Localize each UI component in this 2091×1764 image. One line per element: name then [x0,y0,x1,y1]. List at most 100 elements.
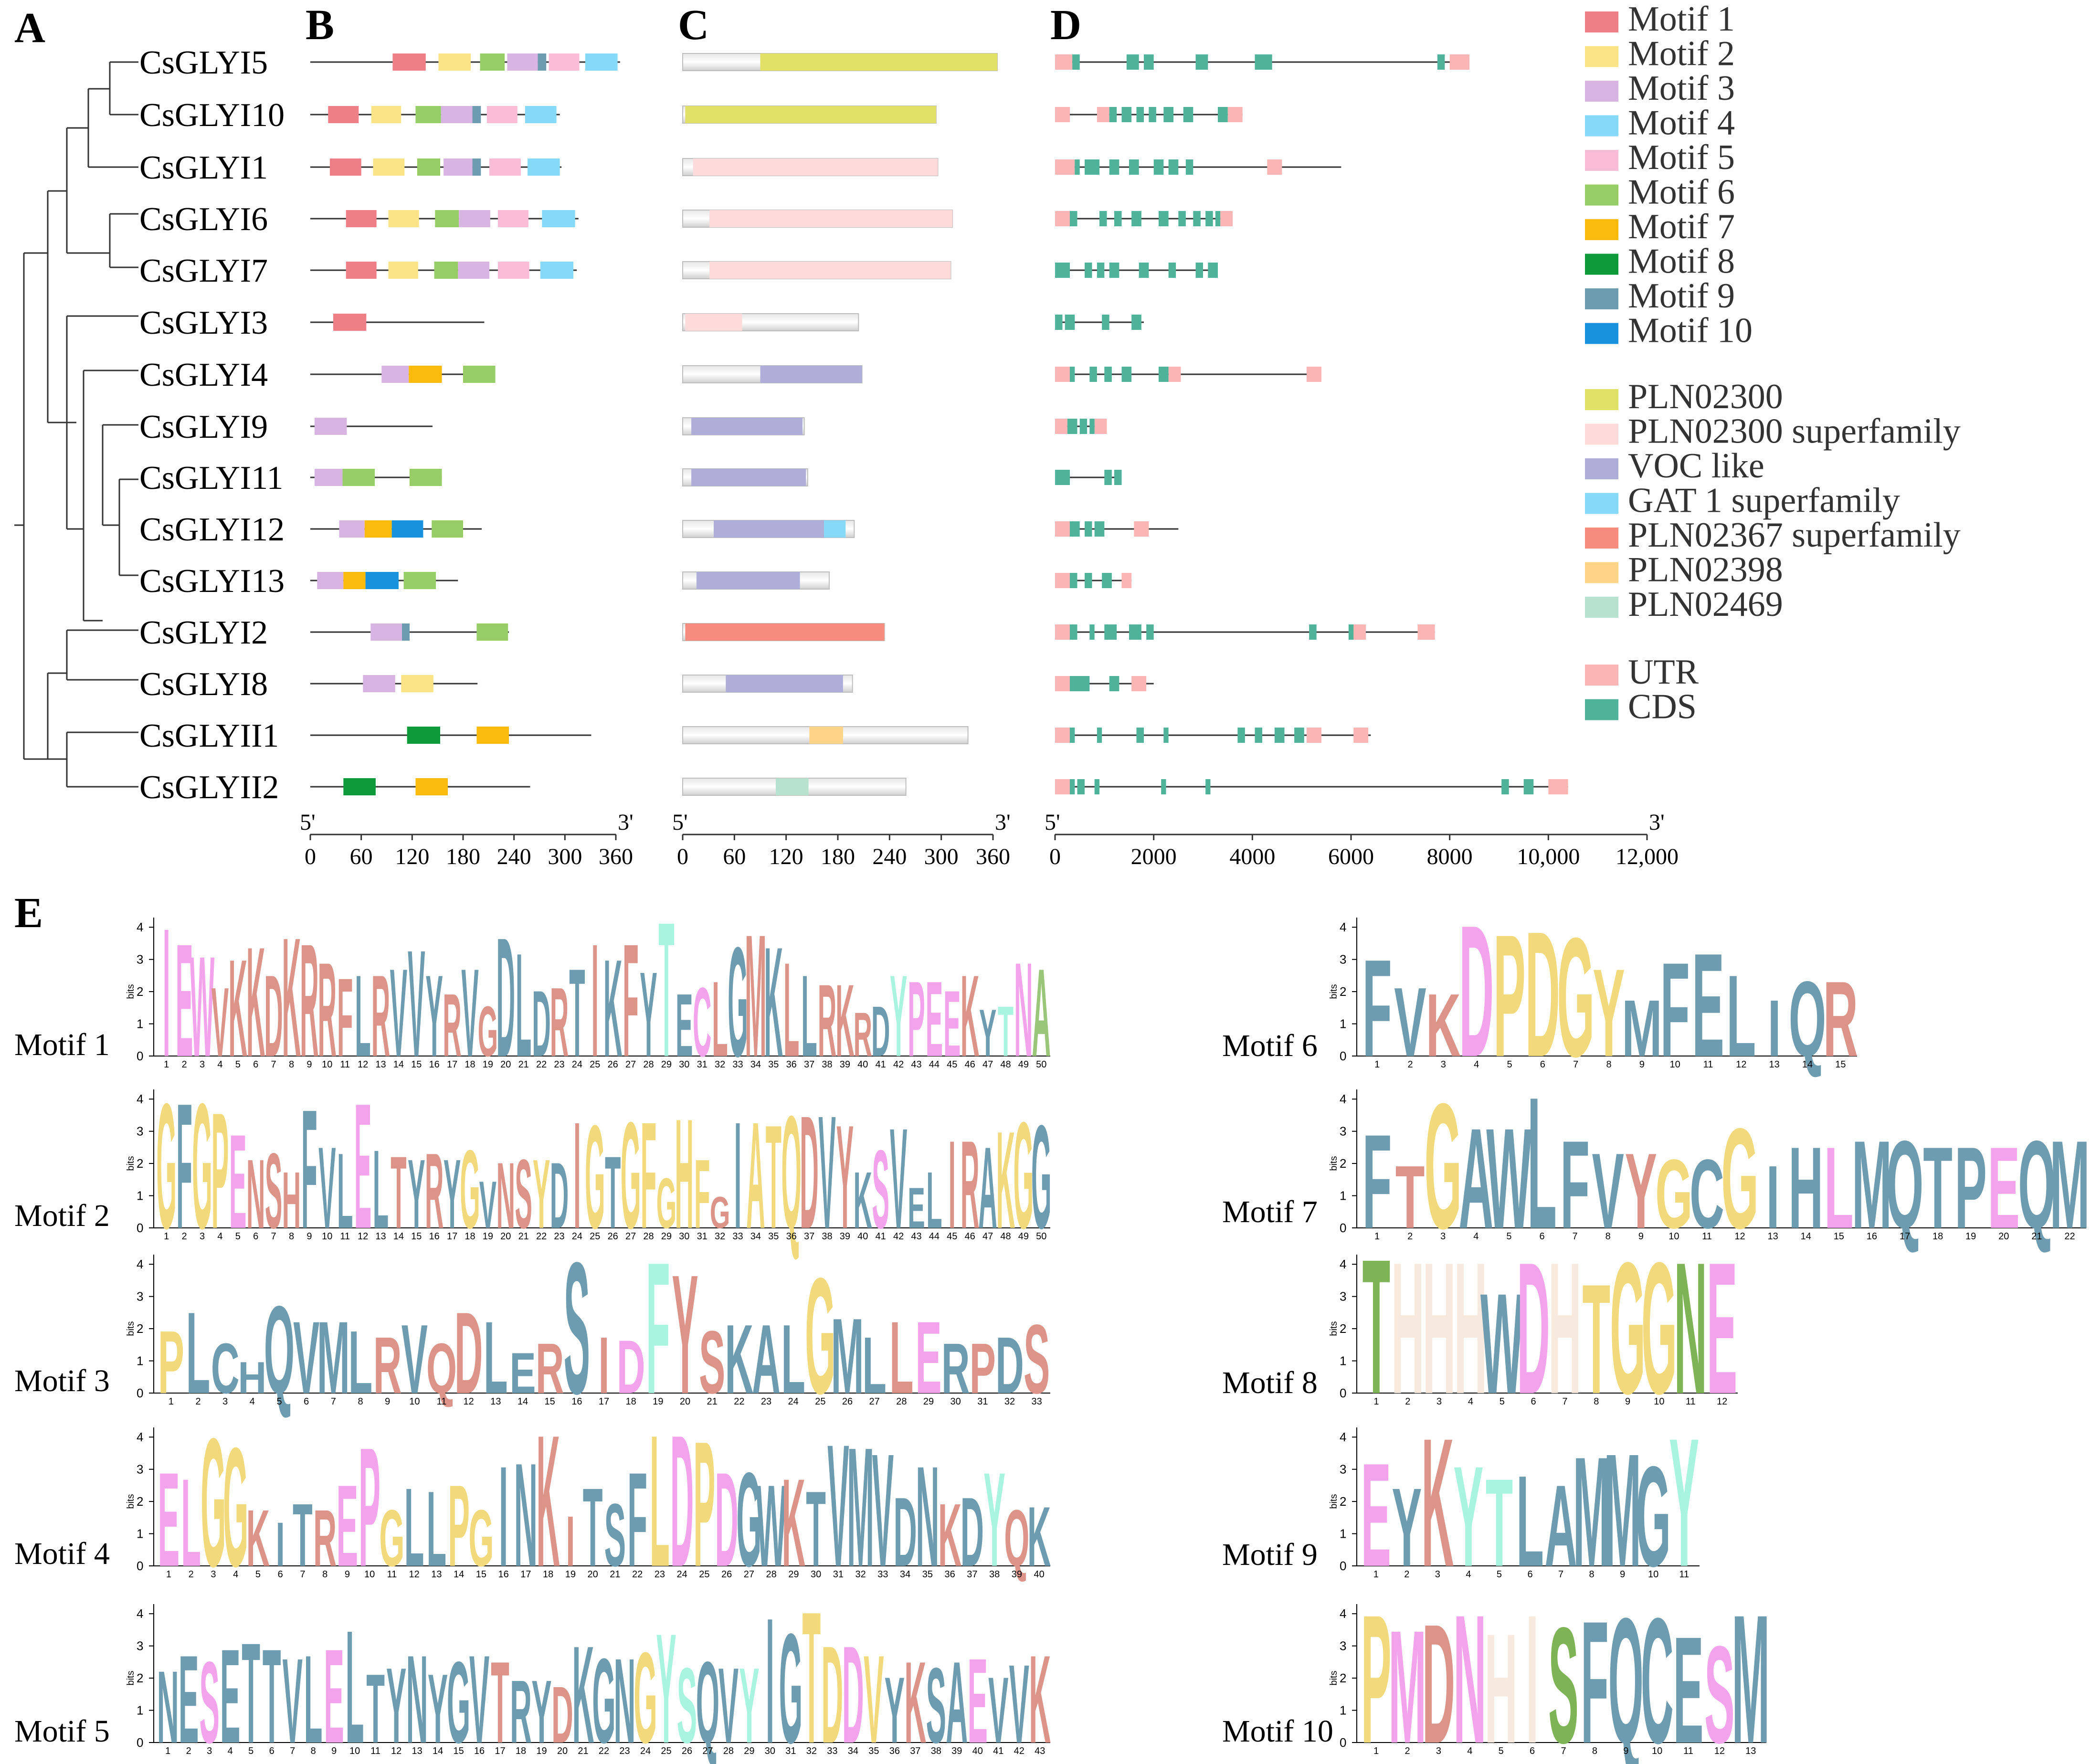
gene-label: CsGLYI10 [139,97,285,134]
logo-letter: T [293,1485,313,1585]
logo-axis-label: bits [1329,1494,1339,1509]
logo-letter: R [818,964,836,1078]
logo-letter: Y [1625,1130,1657,1251]
logo-letter: P [1955,1123,1987,1253]
logo-position-number: 11 [437,1396,447,1407]
axis-tick-label: 300 [924,844,959,869]
logo-y-tick-label: 2 [137,1156,143,1171]
legend-motif-label: Motif 10 [1628,311,1753,350]
cds-box [1136,107,1144,122]
logo-position-number: 30 [950,1396,961,1407]
logo-position-number: 40 [1034,1569,1045,1580]
logo-letter: K [1029,1630,1051,1764]
utr-box [1168,367,1181,382]
logo-position-number: 3 [1436,1746,1441,1756]
cds-box [1168,159,1179,175]
logo-position-number: 14 [1802,1059,1813,1070]
cds-box [1159,367,1169,382]
logo-letter: I [566,1501,575,1581]
motif-box-m5 [489,158,521,176]
logo-axis-label: bits [1329,984,1339,999]
logo-position-number: 9 [1639,1059,1645,1070]
logo-position-number: 14 [393,1059,404,1070]
logo-position-number: 29 [744,1746,754,1756]
logo-letter: R [300,911,318,1091]
logo-letter: D [532,971,550,1076]
logo-letter: I [734,1091,741,1260]
logo-position-number: 33 [877,1569,888,1580]
legend-motif-swatch [1585,184,1618,206]
cds-box [1102,315,1109,330]
logo-letter: Y [640,947,657,1082]
logo-letter: L [1726,951,1756,1081]
logo-position-number: 48 [1000,1231,1011,1242]
cds-box [1109,107,1117,122]
logo-position-number: 41 [876,1059,886,1070]
logo-position-number: 44 [929,1231,940,1242]
logo-letter: C [693,967,711,1077]
logo-position-number: 15 [1834,1231,1844,1242]
logo-position-number: 47 [982,1059,993,1070]
logo-y-tick-label: 3 [137,952,143,967]
legend-motif-label: Motif 1 [1628,0,1735,39]
cds-box [1195,263,1203,278]
logo-letter: M [847,1413,874,1602]
logo-position-number: 6 [1540,1059,1545,1070]
legend-domain-swatch [1585,423,1618,445]
logo-letter: T [766,1095,781,1259]
logo-axis-label: bits [126,1671,136,1686]
logo-y-tick-label: 0 [1340,1221,1346,1235]
logo-letter: S [872,1127,889,1252]
axis-start-label: 5' [1045,810,1060,835]
logo-position-number: 10 [322,1059,332,1070]
logo-letter: K [996,1103,1015,1258]
logo-position-number: 20 [680,1396,690,1407]
logo-letter: L [348,1312,372,1412]
logo-letter: H [1548,1223,1581,1433]
axis-end-label: 3' [995,810,1011,835]
logo-position-number: 1 [1374,1059,1380,1070]
logo-letter: M [1622,983,1662,1073]
logo-letter: H [675,1086,694,1261]
logo-position-number: 14 [454,1569,464,1580]
logo-position-number: 6 [269,1746,275,1756]
cds-box [1085,573,1092,588]
logo-position-number: 7 [1573,1059,1578,1070]
logo-letter: L [181,1453,201,1593]
logo-letter: D [1517,1223,1550,1433]
logo-y-tick-label: 2 [1340,1156,1346,1171]
cds-box [1205,211,1213,226]
cds-box [1070,521,1080,537]
logo-position-number: 9 [345,1569,350,1580]
logo-position-number: 19 [536,1746,547,1756]
logo-letter: Y [979,995,996,1070]
logo-letter: G [592,1634,615,1764]
logo-letter: R [1823,959,1858,1079]
logo-position-number: 18 [516,1746,526,1756]
logo-letter: V [827,1408,849,1603]
cds-box [1089,419,1095,434]
logo-letter: D [1422,1589,1455,1764]
gene-label: CsGLYI3 [139,305,268,341]
logo-letter: A [1032,944,1051,1083]
logo-letter: M [831,1296,864,1416]
logo-position-number: 2 [1407,1231,1413,1242]
logo-y-tick-label: 4 [137,1606,143,1621]
domain-box [685,623,885,641]
logo-y-tick-label: 1 [1340,1527,1346,1541]
cds-box [1168,263,1176,278]
logo-position-number: 47 [982,1231,993,1242]
logo-letter: G [710,1188,730,1238]
utr-box [1227,107,1243,122]
cds-box [1208,263,1218,278]
logo-letter: G [1425,1067,1462,1267]
logo-letter: S [564,1224,590,1434]
motif-box-m7 [364,520,392,538]
logo-position-number: 32 [1004,1396,1015,1407]
logo-position-number: 50 [1036,1059,1046,1070]
motif-box-m2 [388,262,418,279]
motif-box-m1 [346,210,377,227]
